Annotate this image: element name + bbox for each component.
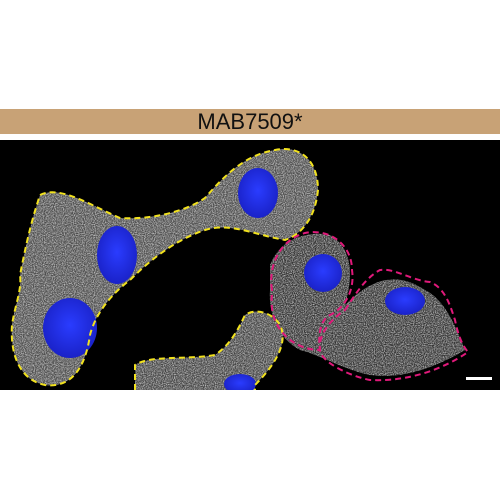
magenta-outline-right-cell: [318, 268, 470, 382]
yellow-outline-bottom-cell: [134, 310, 284, 390]
nucleus: [238, 168, 278, 218]
nucleus: [224, 374, 256, 390]
panel-label: MAB7509*: [197, 109, 303, 134]
nucleus: [97, 226, 137, 284]
nucleus: [385, 287, 425, 315]
micrograph-canvas: [10, 148, 492, 390]
yellow-outlines: [10, 148, 320, 390]
nucleus: [43, 298, 97, 358]
nucleus: [304, 254, 342, 292]
panel-header: MAB7509*: [0, 109, 500, 134]
magenta-outlines: [270, 231, 470, 382]
scale-bar: [466, 377, 492, 380]
micrograph-image: [0, 140, 500, 390]
magenta-outline-left-cell: [270, 231, 354, 352]
yellow-outline-large-cell: [10, 148, 320, 387]
nuclei: [43, 168, 425, 390]
